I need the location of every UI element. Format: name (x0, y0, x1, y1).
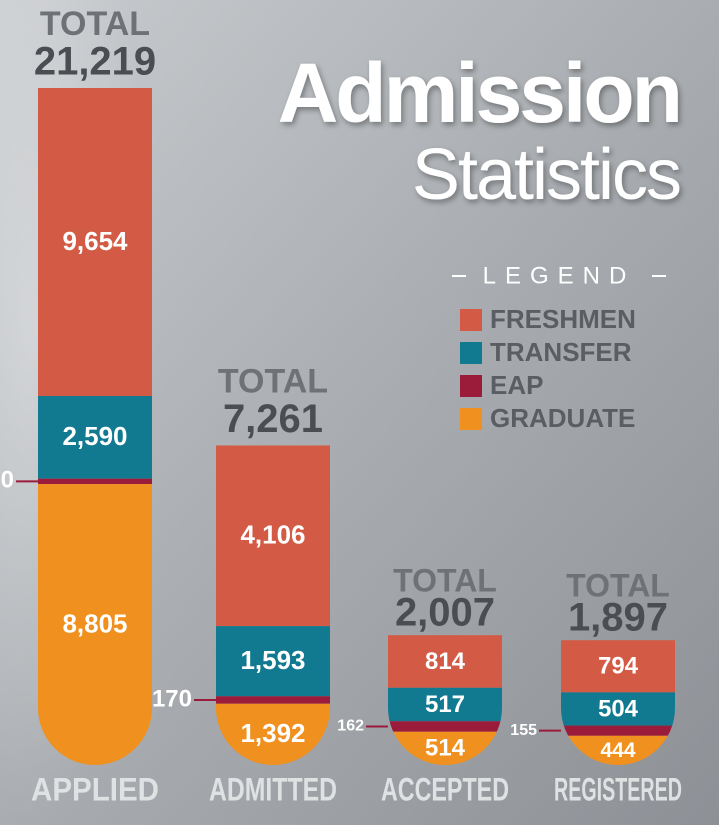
legend-label: FRESHMEN (490, 304, 636, 334)
bar-segment (38, 484, 152, 765)
subtitle: Statistics (412, 135, 680, 215)
segment-label: 517 (425, 691, 465, 718)
bar-segment (216, 696, 330, 704)
x-tick-label: REGISTERED (554, 771, 682, 807)
total-caption: TOTAL (218, 362, 328, 400)
bar-segment (38, 88, 152, 397)
bar-segment (388, 687, 502, 722)
total-value: 21,219 (34, 40, 156, 84)
legend-swatch (460, 342, 482, 364)
bar-group (388, 635, 502, 765)
legend-label: EAP (490, 370, 543, 400)
x-tick-label: ADMITTED (209, 771, 337, 807)
segment-label: 504 (598, 695, 639, 722)
segment-label: 9,654 (62, 226, 128, 256)
bar-segment (38, 396, 152, 479)
legend-title: LEGEND (483, 262, 636, 289)
bar-segment (388, 635, 502, 688)
title: Admission (278, 46, 680, 140)
bar-segment (561, 640, 675, 693)
bar-segment (561, 692, 675, 726)
segment-label: 444 (600, 739, 635, 762)
segment-label: 170 (0, 467, 14, 494)
segment-label: 1,593 (240, 645, 305, 675)
segment-label: 155 (510, 722, 537, 739)
bar-segment (388, 721, 502, 732)
legend-label: TRANSFER (490, 337, 632, 367)
segment-label: 514 (425, 735, 466, 762)
segment-label: 794 (598, 653, 639, 680)
legend-swatch (460, 408, 482, 430)
legend-swatch (460, 309, 482, 331)
total-caption: TOTAL (393, 563, 497, 599)
segment-label: 170 (152, 685, 192, 712)
total-caption: TOTAL (566, 568, 670, 604)
total-value: 2,007 (395, 591, 495, 635)
total-value: 7,261 (223, 397, 323, 441)
total-value: 1,897 (568, 596, 668, 640)
segment-label: 4,106 (240, 520, 305, 550)
segment-label: 2,590 (62, 421, 127, 451)
legend-swatch (460, 375, 482, 397)
segment-label: 814 (425, 648, 466, 675)
x-tick-label: APPLIED (31, 771, 159, 807)
segment-label: 162 (337, 718, 364, 735)
total-caption: TOTAL (40, 5, 150, 43)
segment-label: 1,392 (240, 718, 305, 748)
segment-label: 8,805 (62, 608, 127, 638)
bar-group (216, 445, 330, 765)
bar-group (38, 88, 152, 765)
x-tick-label: ACCEPTED (381, 771, 509, 807)
bar-segment (38, 478, 152, 485)
bar-segment (561, 725, 675, 736)
bar-segment (216, 626, 330, 697)
legend-label: GRADUATE (490, 403, 635, 433)
bar-segment (216, 445, 330, 627)
